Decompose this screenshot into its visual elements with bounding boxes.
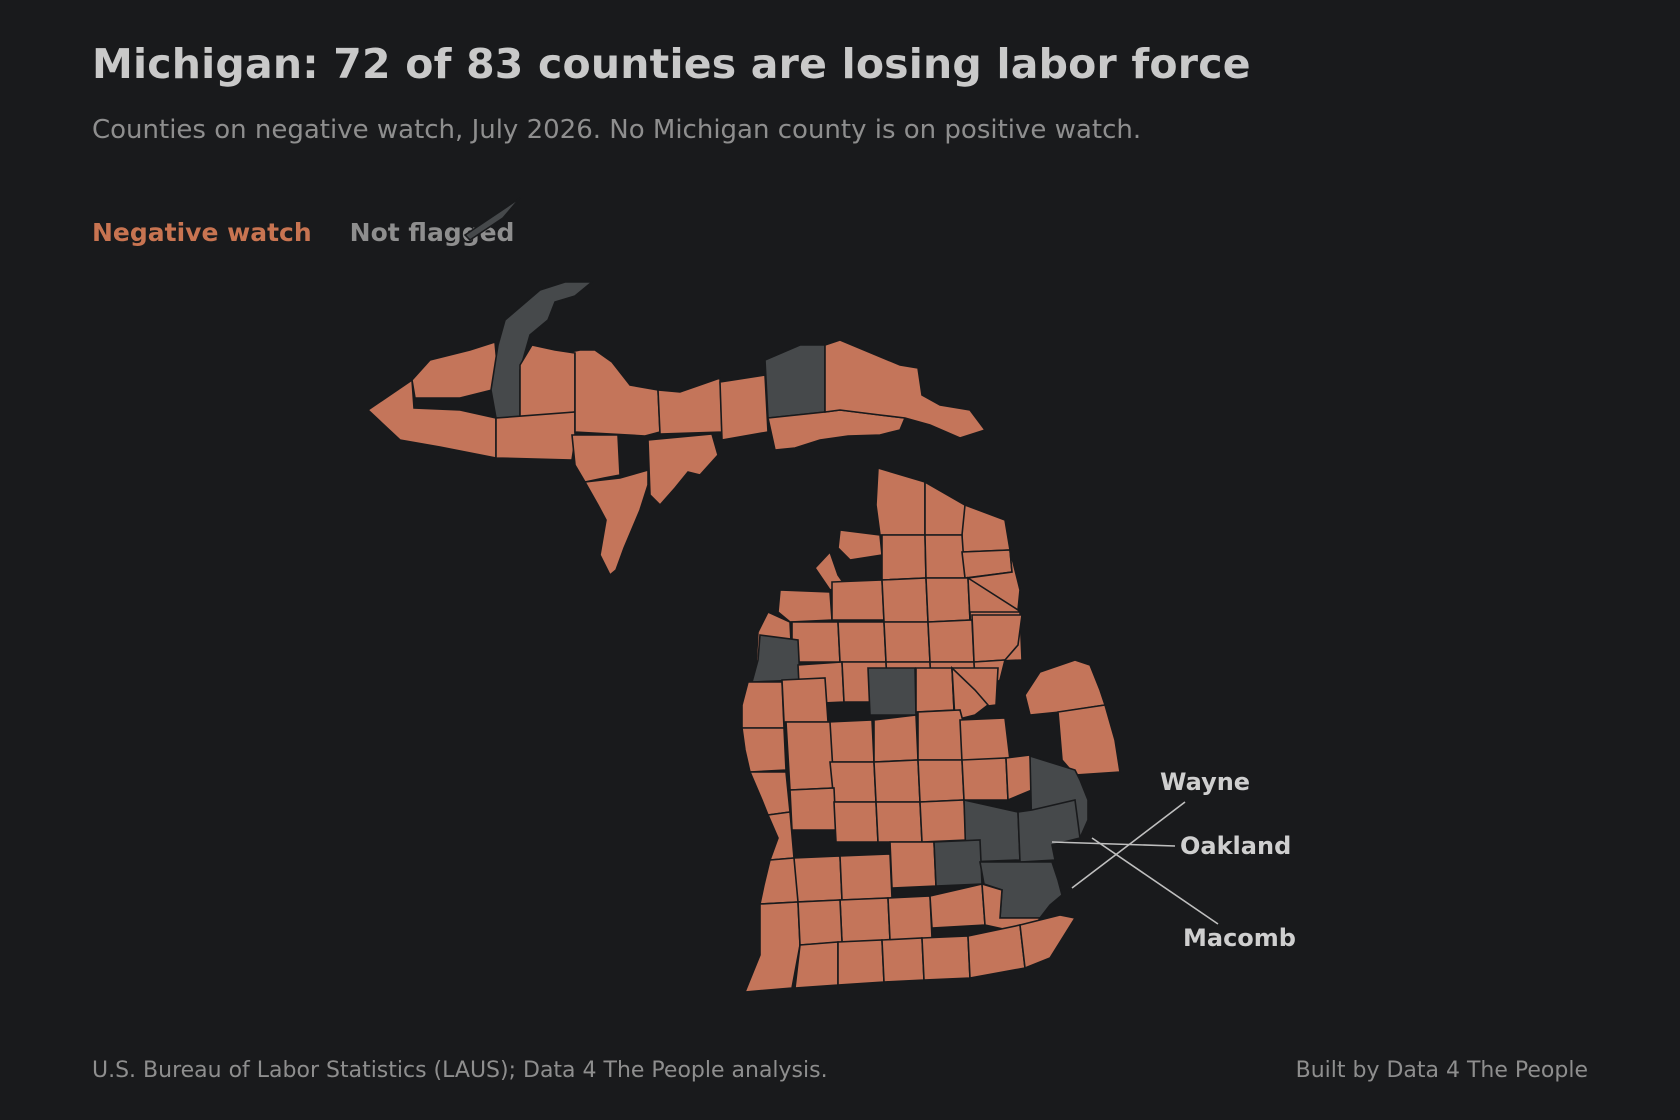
county-montcalm (827, 719, 875, 763)
county-kalamazoo (793, 855, 843, 903)
county-lenawee-south (967, 924, 1026, 979)
callout-lines (1051, 801, 1219, 925)
county-luce (764, 344, 826, 419)
county-isle-royale (463, 197, 521, 242)
county-chippewa (824, 339, 987, 439)
county-lenawee (981, 882, 1042, 936)
county-mecosta (867, 667, 917, 716)
county-gratiot (873, 714, 919, 763)
county-jackson (889, 841, 937, 889)
source-note: U.S. Bureau of Labor Statistics (LAUS); … (92, 1058, 828, 1083)
county-schoolcraft (719, 374, 769, 441)
county-benzie (777, 589, 833, 623)
county-iosco (971, 614, 1023, 663)
chart-title: Michigan: 72 of 83 counties are losing l… (92, 40, 1251, 88)
chart-subtitle: Counties on negative watch, July 2026. N… (92, 115, 1142, 145)
county-muskegon (741, 727, 787, 773)
county-grand-traverse (831, 579, 885, 621)
county-branch (887, 895, 933, 941)
county-menominee (583, 468, 649, 577)
county-kent (785, 721, 835, 791)
county-iron (495, 411, 576, 461)
county-van-buren (759, 857, 799, 905)
county-oceana (741, 681, 785, 729)
callout-label-macomb: Macomb (1183, 924, 1296, 952)
county-charlevoix (837, 529, 883, 561)
callout-line-oakland (1051, 841, 1176, 847)
county-cass (797, 899, 843, 946)
county-barry (789, 787, 837, 831)
county-ingham (875, 801, 923, 843)
county-mason (750, 634, 801, 683)
county-newaygo (781, 677, 829, 723)
county-isabella (915, 667, 955, 713)
county-kalkaska (881, 577, 929, 623)
county-ottawa (748, 771, 791, 816)
legend-negative-watch: Negative watch (92, 218, 312, 247)
county-livingston (919, 799, 967, 843)
county-calhoun (839, 853, 893, 901)
county-macomb (1017, 799, 1081, 863)
county-hillsdale-south (921, 935, 971, 981)
county-monroe (1019, 914, 1077, 970)
callout-label-wayne: Wayne (1160, 768, 1250, 796)
county-ontonagon (411, 340, 499, 399)
county-branch-south (881, 937, 925, 983)
county-washtenaw (933, 839, 983, 887)
county-leelanau (813, 550, 847, 591)
credit-note: Built by Data 4 The People (1295, 1058, 1588, 1083)
county-layer (366, 197, 1121, 993)
callout-labels: Wayne Oakland Macomb (1160, 768, 1296, 952)
county-clinton (873, 759, 921, 803)
callout-line-macomb (1091, 837, 1219, 925)
county-cass-south (794, 941, 839, 989)
county-lapeer (1005, 754, 1033, 802)
county-delta (647, 433, 719, 507)
county-dickinson (571, 434, 621, 483)
county-st-joseph-south (837, 939, 885, 986)
county-otsego (924, 534, 966, 579)
county-genesee (961, 757, 1009, 801)
county-berrien (743, 901, 801, 993)
county-presque-isle (961, 503, 1011, 553)
county-emmet (875, 466, 926, 536)
callout-label-oakland: Oakland (1180, 832, 1291, 860)
county-baraga (519, 344, 576, 419)
county-shiawassee (917, 759, 965, 803)
county-eaton (833, 801, 879, 843)
county-alger (657, 376, 723, 435)
county-tuscola (959, 717, 1011, 763)
county-allegan (766, 811, 795, 861)
county-ionia (829, 761, 877, 803)
county-hillsdale (929, 883, 986, 929)
county-crawford (925, 577, 971, 623)
county-sanilac (1057, 704, 1121, 776)
county-st-joseph (839, 897, 891, 943)
county-ogemaw (927, 619, 975, 663)
county-missaukee (837, 621, 887, 663)
county-marquette (569, 349, 661, 437)
county-roscommon (883, 621, 931, 663)
county-huron (1024, 659, 1107, 716)
county-antrim (881, 534, 927, 581)
